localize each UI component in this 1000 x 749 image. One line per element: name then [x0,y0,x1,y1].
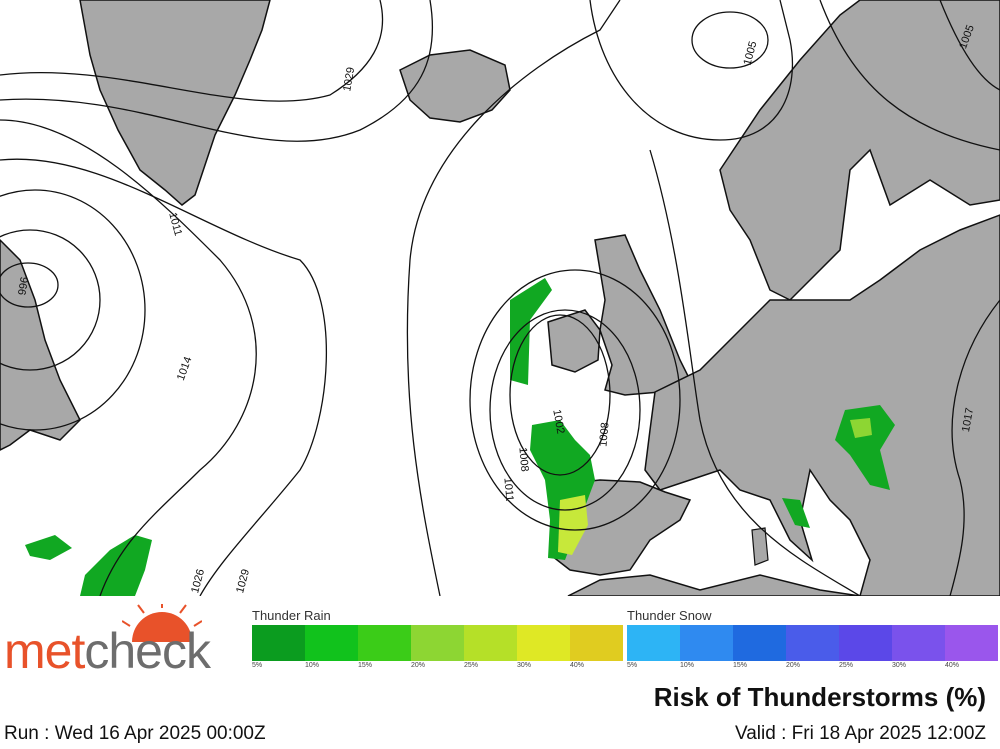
isobar-label: 1029 [341,66,357,92]
legend-swatch [680,625,733,661]
africa-land [567,574,861,596]
metcheck-logo: metcheck [4,604,234,676]
legend-tick: 15% [733,662,748,669]
thunder-area-west-2 [80,535,152,596]
isobar-label: 1011 [501,477,515,502]
legend-tick: 20% [411,662,426,669]
thunder-area-italy [782,498,810,528]
greenland-land [79,0,271,206]
isobar-label: 996 [16,276,31,296]
weather-map: 1029 1005 1005 1011 996 1014 1002 1008 1… [0,0,1000,596]
footer: metcheck Thunder Rain 5% 10% 15% 20% 25% 30% 4… [0,596,1000,749]
isobar-label: 1002 [550,409,566,435]
thunder-area-biscay [530,420,595,560]
legend-tick: 40% [945,662,960,669]
thunder-area-balkans-high [850,418,872,438]
legend-tick: 25% [464,662,479,669]
legend-tick: 15% [358,662,373,669]
legend-swatch [627,625,680,661]
iceland-land [399,49,511,123]
legend-swatch [358,625,411,661]
legend-tick: 5% [252,662,263,669]
thunder-rain-title: Thunder Rain [252,608,331,623]
isobar-label: 1008 [516,447,530,472]
thunder-area-west-1 [25,535,72,560]
legend-tick: 10% [305,662,320,669]
legend-tick: 40% [570,662,585,669]
legend-swatch [570,625,623,661]
thunder-area-atlantic [510,278,552,385]
legend-swatch [733,625,786,661]
legend-tick: 10% [680,662,695,669]
legend-swatch [517,625,570,661]
scandinavia-land [719,0,1000,301]
legend-swatch [305,625,358,661]
thunder-snow-title: Thunder Snow [627,608,712,623]
run-time: Run : Wed 16 Apr 2025 00:00Z [4,723,266,744]
legend-swatch [892,625,945,661]
iberia-land [551,479,692,576]
legend-swatch [252,625,305,661]
europe-land [644,214,1000,596]
isobar-lines [0,0,1000,596]
legend-tick: 5% [627,662,638,669]
ireland-land [547,309,601,373]
sardinia-land [751,527,769,566]
legend-tick: 20% [786,662,801,669]
legend-swatch [786,625,839,661]
legend-tick: 30% [517,662,532,669]
legend-swatch [411,625,464,661]
thunder-rain-ticks: 5% 10% 15% 20% 25% 30% 40% [252,662,623,672]
legend-swatch [839,625,892,661]
logo-text: metcheck [4,623,211,679]
logo-text-met: met [4,623,85,679]
legend-tick: 25% [839,662,854,669]
isobar-label: 1017 [960,407,976,433]
sun-icon [122,604,202,642]
thunder-rain-scale [252,625,623,661]
map-title: Risk of Thunderstorms (%) [653,682,986,712]
thunder-snow-scale [627,625,998,661]
legend-swatch [945,625,998,661]
legend-tick: 30% [892,662,907,669]
isobar-label: 1008 [597,422,611,447]
valid-time: Valid : Fri 18 Apr 2025 12:00Z [734,723,986,744]
thunder-snow-ticks: 5% 10% 15% 20% 25% 30% 40% [627,662,998,672]
logo-text-check: check [84,623,211,679]
isobar-label: 1011 [166,211,184,237]
thunder-area-balkans [835,405,895,490]
legend-swatch [464,625,517,661]
